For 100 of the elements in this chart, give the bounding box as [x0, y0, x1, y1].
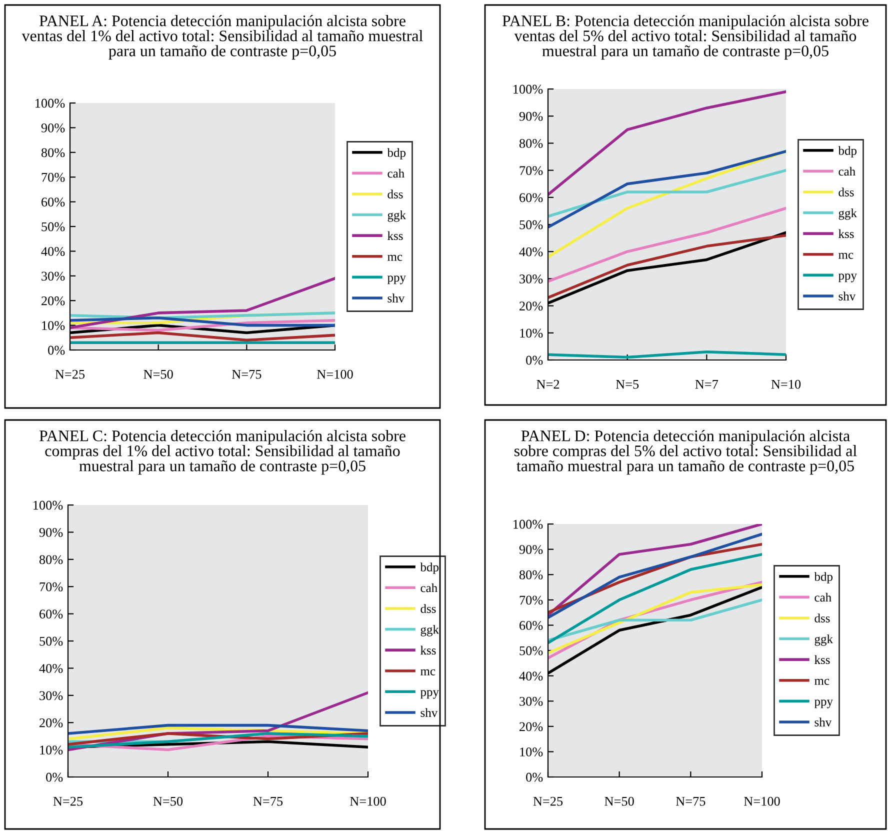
- x-tick-label: N=75: [253, 796, 283, 806]
- y-tick-label: 50%: [42, 222, 65, 232]
- x-tick-label: N=100: [350, 796, 386, 806]
- y-tick-label: 0%: [526, 356, 543, 365]
- y-tick-label: 0%: [526, 772, 543, 782]
- legend-label: kss: [387, 231, 403, 240]
- y-tick-label: 100%: [34, 500, 63, 510]
- y-tick-label: 90%: [39, 528, 63, 537]
- legend-label: ggk: [838, 208, 857, 220]
- y-tick-label: 10%: [40, 746, 63, 755]
- line-series: [548, 552, 762, 644]
- y-tick-label: 30%: [520, 696, 543, 706]
- y-tick-label: 40%: [41, 247, 65, 256]
- y-tick-label: 40%: [519, 672, 543, 681]
- legend-label: kss: [420, 646, 436, 655]
- x-tick-label: N=50: [144, 370, 173, 379]
- y-tick-label: 70%: [42, 172, 65, 182]
- chart-title: PANEL B: Potencia detección manipulación alcista sobre ventas del 5% del activo total: Sensibilidad al tamaño muestral para un tamaño de contraste p=0,05: [502, 15, 868, 60]
- legend-label: ppy: [838, 274, 857, 282]
- legend-label: mc: [420, 669, 436, 676]
- legend-label: bdp: [838, 146, 857, 158]
- line-series: [548, 90, 786, 196]
- legend-label: mc: [388, 254, 402, 261]
- legend-label: kss: [814, 655, 830, 664]
- x-tick-label: N=50: [604, 796, 634, 806]
- y-tick-label: 100%: [514, 84, 543, 94]
- legend-label: shv: [838, 292, 856, 300]
- legend-label: dss: [420, 604, 436, 613]
- y-tick-label: 30%: [42, 272, 65, 281]
- x-tick-label: N=100: [317, 370, 353, 379]
- x-tick-label: N=7: [695, 380, 718, 389]
- y-tick-label: 70%: [520, 166, 543, 176]
- legend-label: mc: [814, 678, 830, 685]
- y-tick-label: 70%: [520, 596, 543, 605]
- legend-label: ggk: [420, 624, 439, 636]
- legend-label: dss: [388, 190, 403, 198]
- y-tick-label: 20%: [40, 718, 63, 728]
- y-tick-label: 30%: [520, 274, 543, 284]
- line-series: [70, 318, 335, 332]
- x-tick-label: N=75: [232, 370, 262, 379]
- y-tick-label: 40%: [39, 664, 63, 673]
- x-tick-label: N=100: [744, 796, 780, 806]
- y-tick-label: 60%: [40, 610, 63, 619]
- chart-title: PANEL C: Potencia detección manipulación alcista sobre compras del 1% del activo total: Sensibilidad al tamaño muestral para un tamaño de contraste p=0,05: [39, 430, 406, 475]
- legend-label: bdp: [387, 148, 406, 160]
- y-tick-label: 50%: [40, 636, 63, 646]
- legend-label: mc: [838, 252, 854, 259]
- legend-label: shv: [814, 718, 832, 726]
- y-tick-label: 40%: [519, 247, 543, 256]
- y-tick-label: 100%: [36, 98, 65, 108]
- y-tick-label: 100%: [514, 520, 543, 529]
- legend-label: cah: [420, 583, 438, 592]
- line-series: [548, 150, 786, 229]
- x-tick-label: N=10: [771, 380, 801, 389]
- legend-label: kss: [838, 229, 854, 238]
- y-tick-label: 60%: [42, 198, 65, 207]
- legend-label: bdp: [814, 572, 833, 584]
- y-tick-label: 60%: [520, 193, 543, 202]
- legend-label: shv: [388, 294, 405, 302]
- line-series: [70, 331, 335, 342]
- y-tick-label: 50%: [520, 646, 543, 656]
- legend-label: shv: [420, 708, 438, 717]
- x-tick-label: N=5: [616, 380, 639, 389]
- chart-title: PANEL A: Potencia detección manipulación alcista sobre ventas del 1% del activo total: Sensibilidad al tamaño muestral para un tamaño de contraste p=0,05: [22, 15, 423, 60]
- legend-label: ppy: [420, 690, 439, 699]
- legend-label: cah: [388, 168, 404, 178]
- y-tick-label: 20%: [520, 302, 543, 311]
- x-tick-label: N=25: [55, 370, 85, 379]
- y-tick-label: 10%: [520, 328, 543, 338]
- x-tick-label: N=50: [153, 796, 183, 806]
- y-tick-label: 20%: [520, 722, 543, 732]
- y-tick-label: 70%: [40, 582, 63, 592]
- y-tick-label: 20%: [42, 296, 65, 306]
- y-tick-label: 30%: [40, 691, 63, 700]
- y-tick-label: 0%: [48, 346, 65, 355]
- legend-label: ggk: [814, 634, 833, 646]
- y-tick-label: 50%: [520, 220, 543, 230]
- legend-label: cah: [814, 592, 832, 602]
- legend-label: ppy: [387, 276, 406, 284]
- y-tick-label: 80%: [519, 570, 543, 580]
- x-tick-label: N=75: [676, 796, 706, 806]
- y-tick-label: 10%: [42, 321, 65, 330]
- chart-title: PANEL D: Potencia detección manipulación alcista sobre compras del 5% del activo total: Sensibilidad al tamaño muestral para un tamaño de contraste p=0,05: [514, 430, 857, 475]
- legend-label: ppy: [814, 700, 833, 708]
- line-series: [70, 276, 335, 330]
- legend-label: dss: [814, 614, 830, 622]
- y-tick-label: 90%: [519, 545, 543, 554]
- line-series: [548, 206, 786, 283]
- y-tick-label: 60%: [520, 621, 543, 630]
- y-tick-label: 80%: [39, 555, 63, 564]
- x-tick-label: N=2: [536, 380, 560, 389]
- y-tick-label: 90%: [41, 124, 65, 132]
- y-tick-label: 80%: [519, 139, 543, 148]
- y-tick-label: 10%: [520, 748, 543, 756]
- legend-label: bdp: [420, 562, 439, 574]
- legend-label: cah: [838, 166, 856, 176]
- y-tick-label: 0%: [46, 772, 63, 782]
- legend-label: ggk: [388, 210, 406, 222]
- legend-label: dss: [838, 188, 854, 196]
- x-tick-label: N=25: [533, 796, 563, 806]
